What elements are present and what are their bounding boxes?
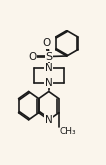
Text: N: N bbox=[45, 115, 53, 125]
Text: CH₃: CH₃ bbox=[59, 127, 76, 136]
Text: O: O bbox=[43, 38, 51, 48]
Text: N: N bbox=[45, 63, 53, 73]
Text: S: S bbox=[45, 51, 52, 62]
Text: O: O bbox=[28, 51, 36, 62]
Text: N: N bbox=[45, 78, 53, 87]
